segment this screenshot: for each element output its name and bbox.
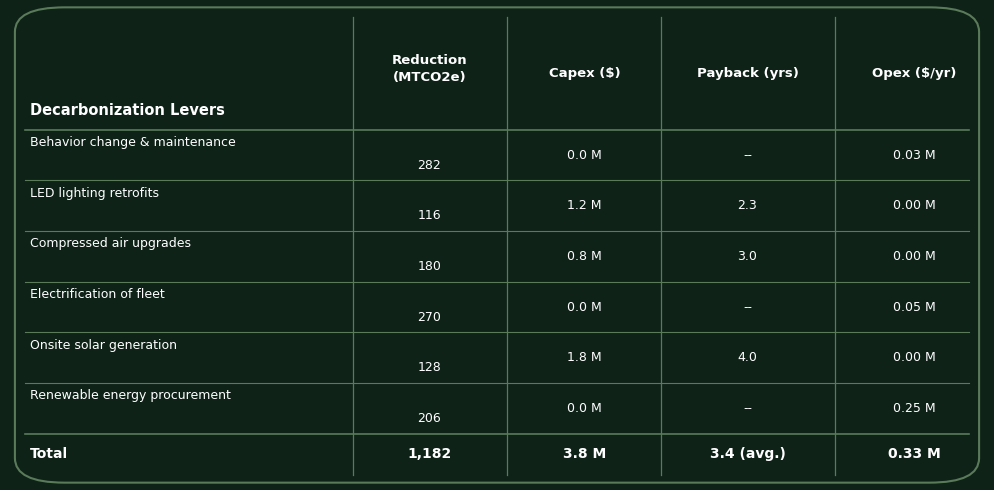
Text: 116: 116: [417, 209, 441, 222]
Text: 3.0: 3.0: [738, 250, 757, 263]
Text: LED lighting retrofits: LED lighting retrofits: [30, 187, 159, 200]
Text: Decarbonization Levers: Decarbonization Levers: [30, 102, 225, 118]
Text: Electrification of fleet: Electrification of fleet: [30, 288, 165, 301]
Text: Opex ($/yr): Opex ($/yr): [873, 67, 956, 80]
Text: 4.0: 4.0: [738, 351, 757, 364]
Text: --: --: [743, 148, 752, 162]
Text: Payback (yrs): Payback (yrs): [697, 67, 798, 80]
Text: Capex ($): Capex ($): [549, 67, 620, 80]
Text: 0.0 M: 0.0 M: [568, 402, 601, 415]
Text: 3.8 M: 3.8 M: [563, 447, 606, 462]
Text: 180: 180: [417, 260, 441, 273]
Text: 0.00 M: 0.00 M: [893, 351, 936, 364]
Text: 2.3: 2.3: [738, 199, 757, 212]
Text: Reduction
(MTCO2e): Reduction (MTCO2e): [392, 53, 467, 84]
Text: 3.4 (avg.): 3.4 (avg.): [710, 447, 785, 462]
Text: 0.8 M: 0.8 M: [568, 250, 601, 263]
Text: 1,182: 1,182: [408, 447, 451, 462]
FancyBboxPatch shape: [15, 7, 979, 483]
Text: 1.8 M: 1.8 M: [568, 351, 601, 364]
Text: --: --: [743, 402, 752, 415]
Text: 1.2 M: 1.2 M: [568, 199, 601, 212]
Text: 0.00 M: 0.00 M: [893, 199, 936, 212]
Text: Behavior change & maintenance: Behavior change & maintenance: [30, 136, 236, 149]
Text: 0.25 M: 0.25 M: [894, 402, 935, 415]
Text: Total: Total: [30, 447, 68, 462]
Text: Onsite solar generation: Onsite solar generation: [30, 339, 177, 352]
Text: 0.05 M: 0.05 M: [893, 300, 936, 314]
Text: Compressed air upgrades: Compressed air upgrades: [30, 238, 191, 250]
Text: Renewable energy procurement: Renewable energy procurement: [30, 390, 231, 402]
Text: 0.03 M: 0.03 M: [894, 148, 935, 162]
Text: 0.00 M: 0.00 M: [893, 250, 936, 263]
Text: --: --: [743, 300, 752, 314]
Text: 206: 206: [417, 412, 441, 425]
Text: 282: 282: [417, 159, 441, 171]
Text: 0.0 M: 0.0 M: [568, 300, 601, 314]
Text: 0.0 M: 0.0 M: [568, 148, 601, 162]
Text: 270: 270: [417, 311, 441, 323]
Text: 128: 128: [417, 361, 441, 374]
Text: 0.33 M: 0.33 M: [888, 447, 941, 462]
